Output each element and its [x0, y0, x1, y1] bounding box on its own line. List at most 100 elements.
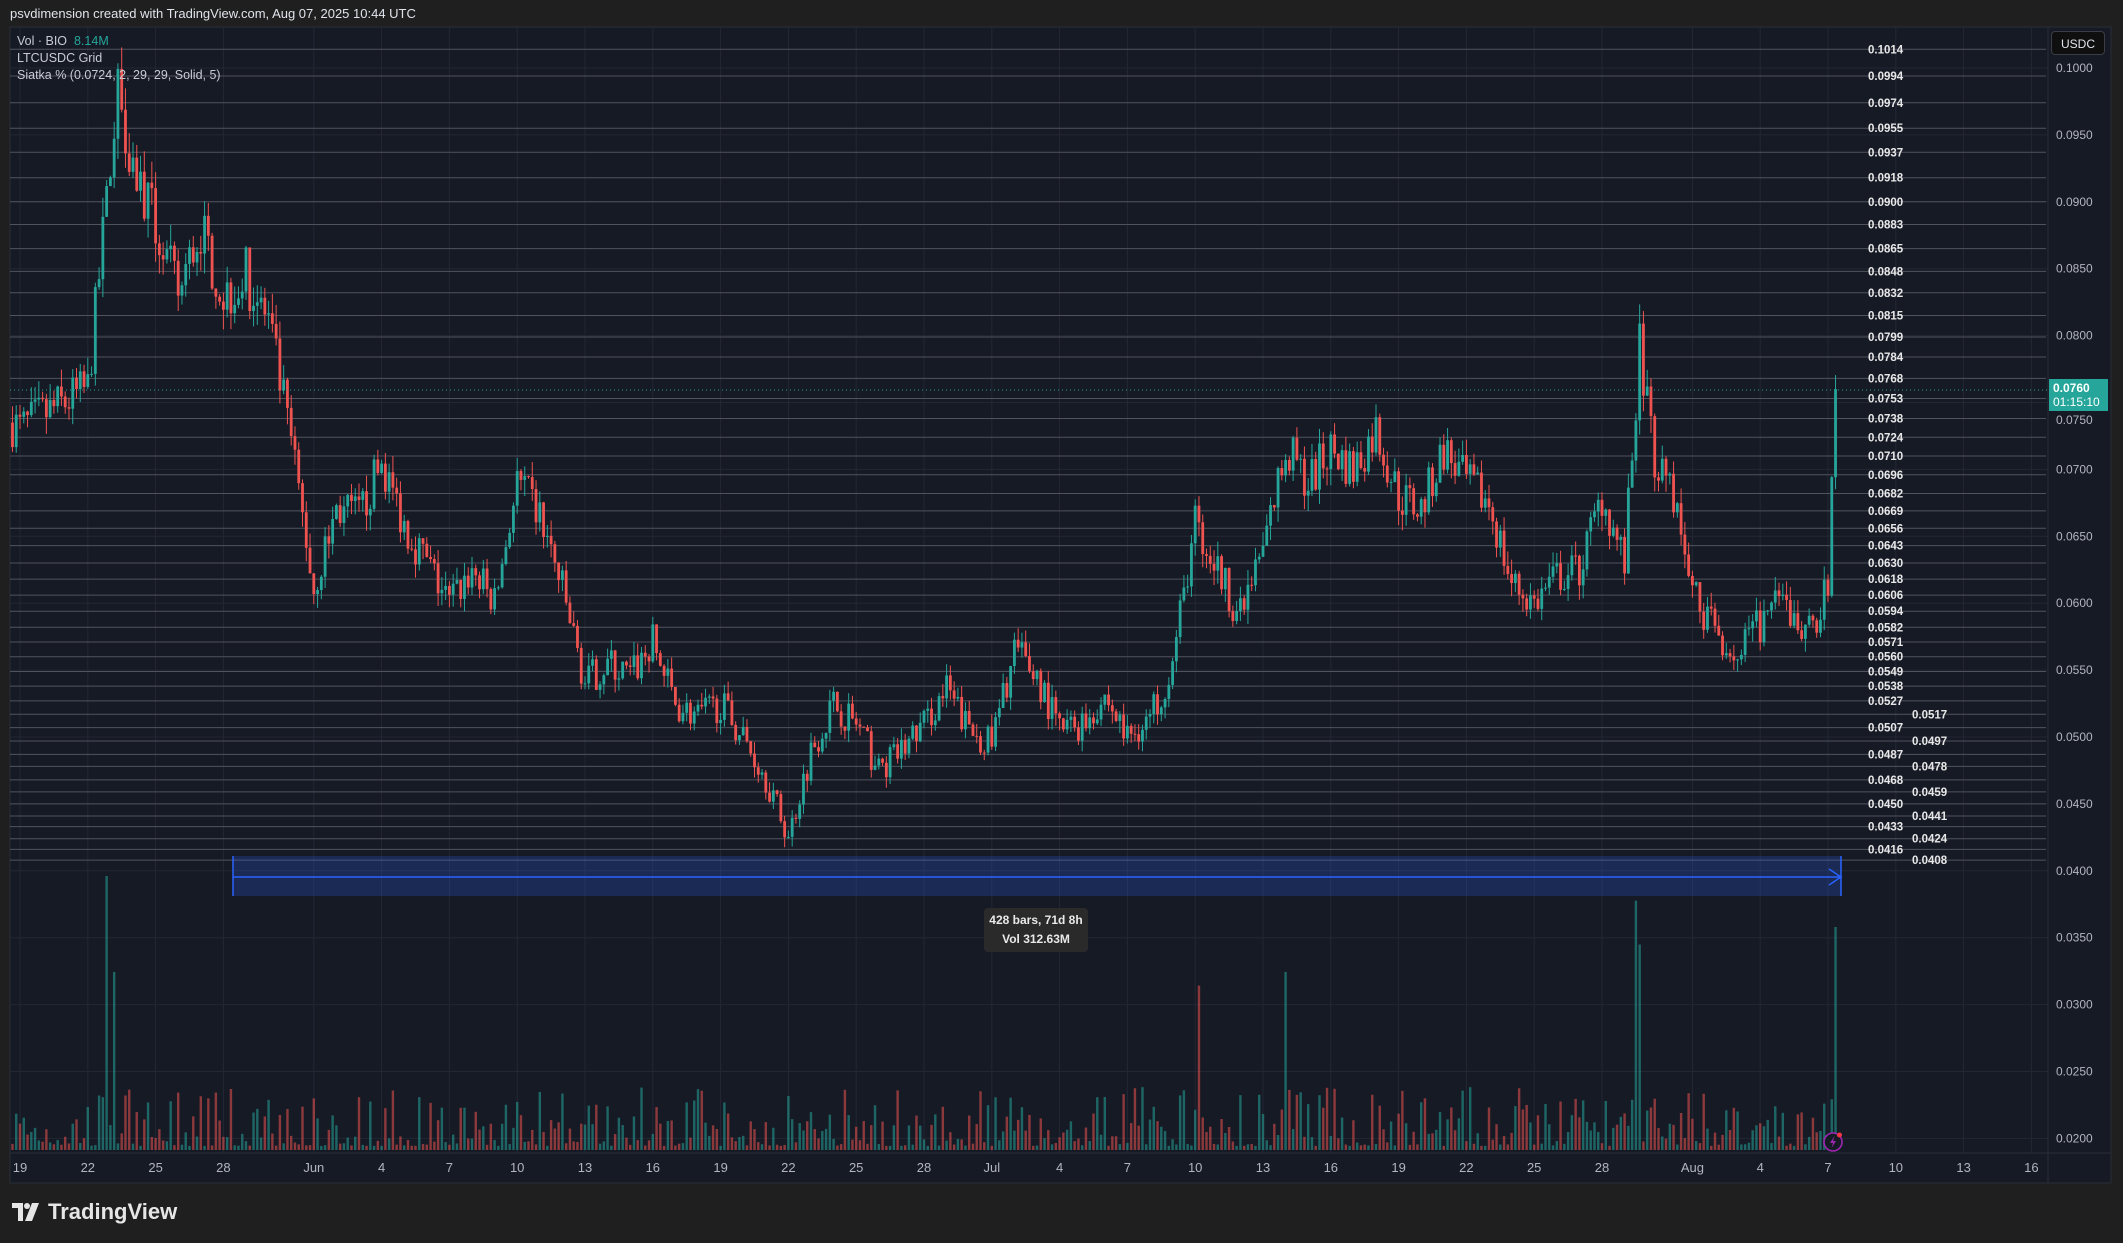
volume-bar	[1216, 1144, 1219, 1150]
candle-body	[312, 573, 316, 595]
volume-bar	[598, 1143, 602, 1150]
candle-body	[1201, 522, 1205, 555]
candle-body	[421, 538, 425, 544]
volume-bar	[286, 1108, 289, 1150]
volume-bar	[1254, 1145, 1257, 1150]
volume-bar	[252, 1112, 255, 1150]
candle-body	[553, 544, 557, 563]
volume-bar	[839, 1144, 843, 1150]
volume-bar	[1020, 1107, 1024, 1150]
volume-bar	[1340, 1117, 1344, 1150]
candle-body	[591, 659, 594, 666]
candle-body	[534, 489, 538, 523]
candle-body	[738, 735, 741, 741]
candle-body	[478, 575, 481, 590]
candle-body	[1664, 458, 1668, 476]
candle-body	[783, 821, 787, 838]
volume-bar	[1804, 1144, 1807, 1150]
candle-body	[71, 377, 75, 409]
volume-bar	[1039, 1118, 1042, 1150]
candle-body	[1235, 610, 1239, 622]
candle-body	[180, 285, 184, 296]
candle-body	[1257, 556, 1261, 560]
candle-body	[289, 407, 293, 437]
candle-body	[538, 502, 542, 523]
volume-bar	[11, 1143, 14, 1150]
candle-body	[263, 297, 267, 315]
candle-body	[1758, 610, 1762, 643]
candle-body	[244, 247, 248, 292]
candle-body	[150, 182, 154, 189]
candle-body	[956, 696, 960, 699]
volume-bar	[1747, 1142, 1751, 1150]
indicator-grid-label[interactable]: LTCUSDC Grid	[17, 51, 103, 65]
candle-body	[666, 668, 670, 676]
volume-bar	[1634, 900, 1638, 1150]
volume-bar	[1386, 1142, 1389, 1150]
volume-bar	[387, 1138, 391, 1150]
volume-bar	[1589, 1130, 1592, 1150]
volume-bar	[1717, 1144, 1720, 1150]
candle-body	[1359, 452, 1363, 469]
volume-bar	[169, 1101, 172, 1150]
candle-body	[1781, 594, 1785, 597]
lightning-alert-icon[interactable]	[1823, 1132, 1843, 1152]
candle-body	[640, 652, 643, 679]
volume-bar	[768, 1145, 771, 1150]
measure-range-box[interactable]	[233, 856, 1841, 896]
grid-level-label: 0.0815	[1868, 311, 1904, 323]
candle-body	[937, 696, 941, 721]
volume-bar	[1035, 1145, 1039, 1150]
candle-body	[1054, 697, 1058, 714]
price-tick-label: 0.0400	[2056, 864, 2093, 878]
volume-bar	[86, 1107, 89, 1150]
candle-body	[971, 724, 975, 736]
grid-level-label: 0.0724	[1868, 432, 1904, 444]
candle-body	[1065, 719, 1069, 730]
volume-bar	[1431, 1133, 1434, 1150]
volume-bar	[719, 1145, 722, 1150]
volume-bar	[1186, 1144, 1189, 1150]
volume-bar	[1819, 1130, 1822, 1150]
volume-bar	[1608, 1145, 1611, 1150]
volume-bar	[1145, 1144, 1148, 1150]
candle-body	[1216, 556, 1220, 571]
candle-body	[410, 548, 414, 550]
measure-volume-text: Vol 312.63M	[1002, 932, 1070, 946]
volume-bar	[485, 1144, 489, 1150]
volume-bar	[1416, 1144, 1419, 1150]
volume-bar	[527, 1141, 530, 1150]
volume-bar	[365, 1145, 368, 1150]
volume-bar	[1322, 1107, 1325, 1150]
candle-body	[576, 625, 579, 648]
volume-bar	[1239, 1095, 1242, 1150]
volume-bar	[1318, 1095, 1321, 1150]
candle-body	[523, 476, 527, 480]
volume-bar	[1355, 1142, 1359, 1150]
candle-body	[293, 436, 297, 450]
volume-bar	[1732, 1107, 1736, 1150]
currency-button[interactable]: USDC	[2051, 31, 2105, 55]
indicator-siatka-label[interactable]: Siatka % (0.0724, 2, 29, 29, Solid, 5)	[17, 68, 221, 82]
candle-body	[975, 735, 979, 737]
volume-bar	[862, 1121, 865, 1150]
volume-bar	[210, 1145, 214, 1150]
time-tick-label: 10	[510, 1160, 524, 1175]
candle-body	[1713, 608, 1717, 626]
volume-bar	[821, 1130, 824, 1150]
candle-body	[270, 313, 274, 324]
time-tick-label: 13	[1256, 1160, 1270, 1175]
candle-body	[1107, 694, 1110, 706]
time-tick-label: 4	[378, 1160, 385, 1175]
volume-bar	[267, 1099, 270, 1150]
volume-bar	[278, 1114, 282, 1150]
volume-bar	[629, 1144, 632, 1150]
volume-bar	[1593, 1122, 1596, 1150]
tradingview-logo[interactable]: TradingView	[12, 1199, 177, 1225]
volume-bar	[704, 1122, 707, 1150]
volume-bar	[681, 1143, 685, 1150]
volume-bar	[1401, 1090, 1404, 1150]
candle-body	[1363, 468, 1367, 472]
volume-bar	[753, 1129, 756, 1150]
